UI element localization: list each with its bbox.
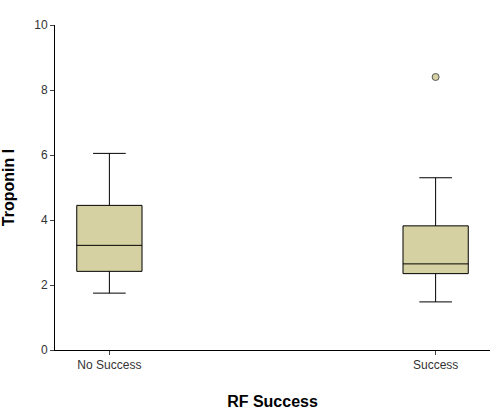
svg-text:RF Success: RF Success xyxy=(227,393,318,410)
svg-text:10: 10 xyxy=(34,18,48,32)
svg-text:8: 8 xyxy=(41,83,48,97)
svg-text:No Success: No Success xyxy=(77,358,141,372)
svg-text:Troponin I: Troponin I xyxy=(0,149,17,226)
svg-text:4: 4 xyxy=(41,213,48,227)
svg-text:6: 6 xyxy=(41,148,48,162)
svg-text:0: 0 xyxy=(41,343,48,357)
svg-text:Success: Success xyxy=(413,358,458,372)
svg-text:2: 2 xyxy=(41,278,48,292)
